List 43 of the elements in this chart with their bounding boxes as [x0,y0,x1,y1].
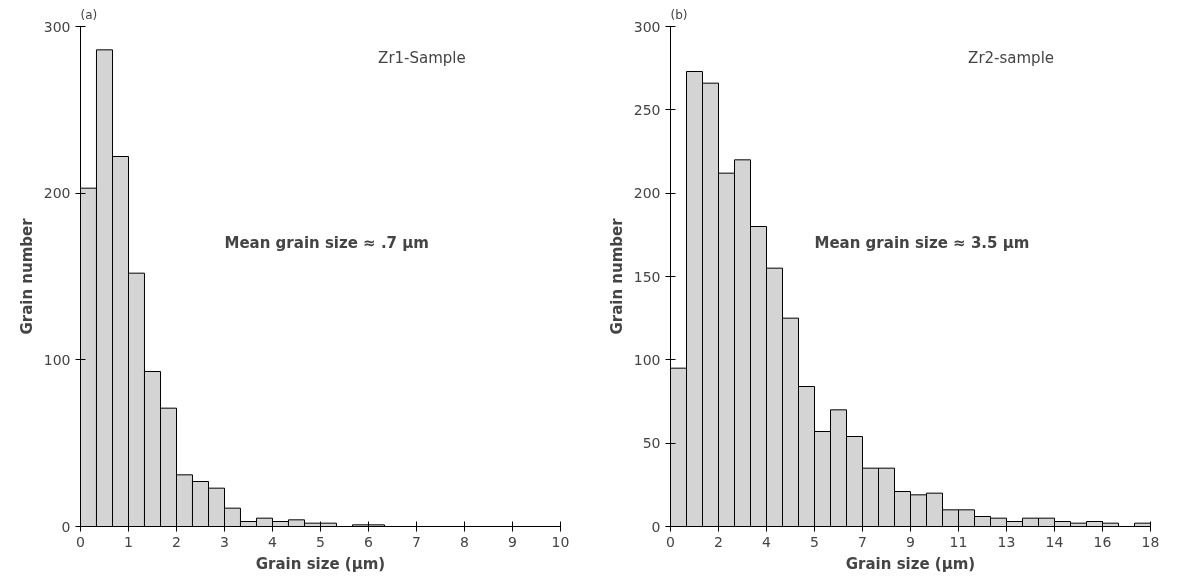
x-tick-label: 18 [1141,533,1160,550]
annotation: Mean grain size ≈ 3.5 μm [814,233,1030,252]
y-tick-label: 0 [61,518,71,535]
x-tick-label: 9 [508,533,517,550]
x-tick-label: 9 [906,533,915,550]
annotation: Mean grain size ≈ .7 μm [224,233,429,252]
x-tick-label: 4 [268,533,278,550]
x-tick-label: 0 [76,533,85,550]
y-tick-label: 50 [642,435,661,452]
x-axis-title: Grain size (μm) [845,554,976,573]
x-tick-label: 4 [762,533,772,550]
chart-title: (b) [670,7,688,22]
x-tick-label: 2 [714,533,723,550]
y-axis-title: Grain number [607,217,626,335]
x-tick-label: 7 [858,533,867,550]
y-tick-label: 200 [43,185,71,202]
y-tick-label: 150 [633,268,661,285]
x-axis-title: Grain size (μm) [255,554,386,573]
x-tick-label: 6 [364,533,374,550]
x-tick-label: 5 [810,533,819,550]
x-tick-label: 0 [666,533,675,550]
chart-title: (a) [80,7,98,22]
x-tick-label: 13 [997,533,1016,550]
y-tick-label: 300 [43,18,71,35]
y-tick-label: 100 [633,351,661,368]
x-tick-label: 3 [220,533,229,550]
annotation: Zr2-sample [968,48,1055,67]
x-tick-label: 8 [460,533,469,550]
x-tick-label: 2 [172,533,181,550]
y-tick-label: 250 [633,101,661,118]
x-tick-label: 10 [551,533,570,550]
y-tick-label: 300 [633,18,661,35]
x-tick-label: 16 [1093,533,1112,550]
y-axis-title: Grain number [17,217,36,335]
y-tick-label: 0 [651,518,661,535]
x-tick-label: 7 [412,533,421,550]
y-tick-label: 200 [633,185,661,202]
annotation: Zr1-Sample [378,48,466,67]
x-tick-label: 1 [124,533,133,550]
x-tick-label: 14 [1045,533,1064,550]
y-tick-label: 100 [43,351,71,368]
x-tick-label: 11 [949,533,968,550]
x-tick-label: 5 [316,533,325,550]
